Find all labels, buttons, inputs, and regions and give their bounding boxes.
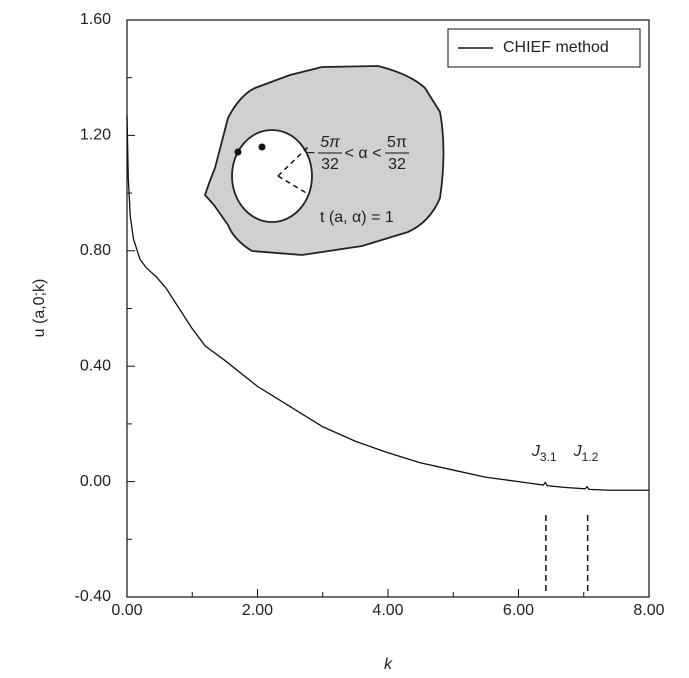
inset-text: 5π [387, 134, 407, 151]
annotation-text: J [531, 443, 541, 460]
inset-text: 32 [321, 156, 339, 173]
inset-text: 32 [388, 156, 406, 173]
y-tick-label: 1.20 [80, 127, 111, 144]
annotation-text: J [573, 443, 583, 460]
x-tick-label: 2.00 [242, 602, 273, 619]
annotation-subscript: 1.2 [582, 450, 599, 464]
data-line [126, 115, 649, 491]
annotation-label: J1.2 [573, 443, 599, 464]
y-tick-label: 0.00 [80, 473, 111, 490]
inset-diagram: − 5π 32 < α < 5π 32 t (a, α) = 1 [203, 65, 445, 256]
x-axis-label: k [384, 656, 393, 673]
x-tick-label: 4.00 [372, 602, 403, 619]
y-tick-label: 1.60 [80, 11, 111, 28]
y-tick-label: -0.40 [75, 588, 112, 605]
x-tick-label: 0.00 [111, 602, 142, 619]
annotation-subscript: 3.1 [540, 450, 557, 464]
inset-text: t (a, α) = 1 [320, 209, 394, 226]
y-tick-label: 0.40 [80, 357, 111, 374]
x-tick-label: 8.00 [633, 602, 664, 619]
x-tick-label: 6.00 [503, 602, 534, 619]
inset-text: − [306, 145, 315, 162]
y-axis-label: u (a,0;k) [31, 279, 48, 338]
legend-label: CHIEF method [503, 39, 609, 56]
y-tick-label: 0.80 [80, 242, 111, 259]
inset-text: 5π [320, 134, 340, 151]
inset-text: < α < [345, 145, 382, 162]
annotation-label: J3.1 [531, 443, 557, 464]
